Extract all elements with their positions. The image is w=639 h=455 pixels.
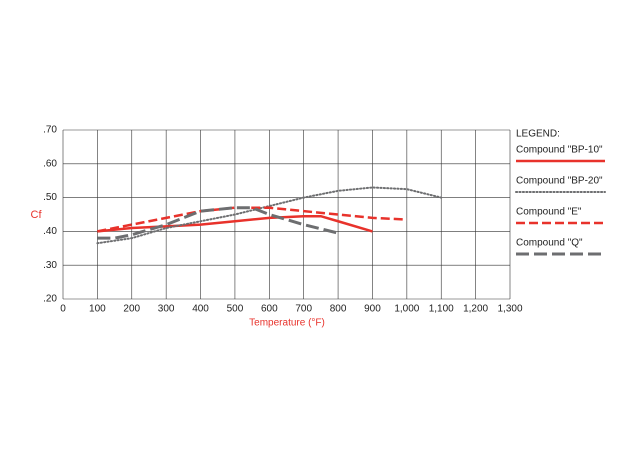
x-tick-label: 300 bbox=[158, 304, 175, 315]
y-tick-label: .40 bbox=[43, 226, 57, 237]
series-line bbox=[96, 186, 443, 245]
y-tick-label: .30 bbox=[43, 260, 57, 271]
x-tick-label: 1,200 bbox=[463, 304, 488, 315]
x-tick-label: 700 bbox=[295, 304, 312, 315]
x-tick-label: 600 bbox=[261, 304, 278, 315]
x-tick-label: 800 bbox=[330, 304, 347, 315]
x-tick-label: 500 bbox=[227, 304, 244, 315]
legend-label: Compound "BP-20" bbox=[516, 176, 603, 187]
x-tick-label: 400 bbox=[192, 304, 209, 315]
x-tick-label: 1,100 bbox=[429, 304, 454, 315]
legend-label: Compound "Q" bbox=[516, 238, 583, 249]
x-tick-label: 0 bbox=[60, 304, 66, 315]
x-tick-label: 100 bbox=[89, 304, 106, 315]
y-tick-label: .70 bbox=[43, 125, 57, 136]
legend-title: LEGEND: bbox=[516, 129, 560, 140]
x-tick-label: 200 bbox=[123, 304, 140, 315]
x-tick-label: 900 bbox=[364, 304, 381, 315]
legend-label: Compound "BP-10" bbox=[516, 145, 603, 156]
x-axis-label: Temperature (°F) bbox=[249, 318, 325, 329]
series-line bbox=[97, 206, 339, 240]
y-tick-label: .60 bbox=[43, 158, 57, 169]
series-line bbox=[97, 214, 373, 233]
series-line bbox=[97, 206, 407, 233]
y-axis-label: Cf bbox=[31, 209, 43, 221]
legend-label: Compound "E" bbox=[516, 207, 582, 218]
x-tick-label: 1,000 bbox=[394, 304, 419, 315]
x-tick-label: 1,300 bbox=[497, 304, 522, 315]
y-tick-label: .50 bbox=[43, 192, 57, 203]
y-tick-label: .20 bbox=[43, 294, 57, 305]
